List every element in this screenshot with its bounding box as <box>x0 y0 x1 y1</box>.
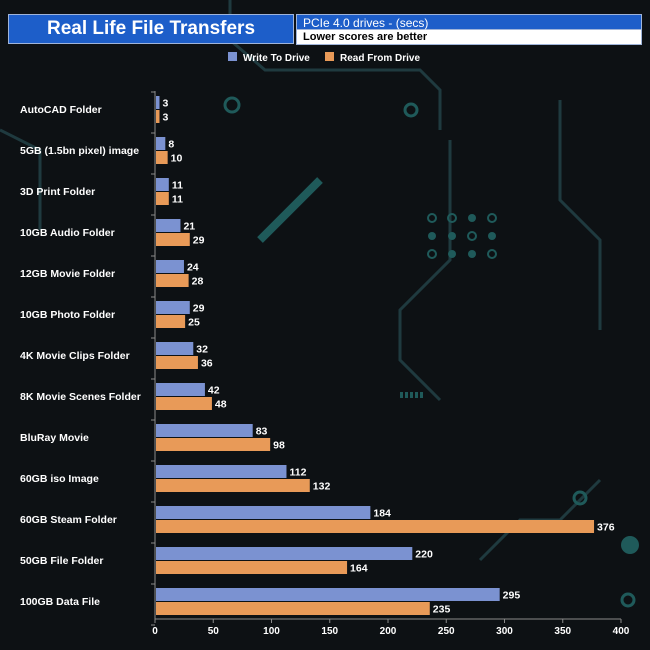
x-tick-label: 400 <box>613 626 630 637</box>
write-value-label: 24 <box>187 262 199 274</box>
category-label: BluRay Movie <box>20 432 89 444</box>
write-bar <box>156 383 205 396</box>
read-bar <box>156 520 595 533</box>
write-value-label: 3 <box>162 98 168 110</box>
legend-label-write: Write To Drive <box>243 53 310 64</box>
read-bar <box>156 479 310 492</box>
write-value-label: 29 <box>193 303 205 315</box>
chart-subtitle: PCIe 4.0 drives - (secs) <box>296 14 642 30</box>
read-bar <box>156 274 189 287</box>
write-value-label: 21 <box>183 221 195 233</box>
x-tick-label: 100 <box>263 626 280 637</box>
read-value-label: 235 <box>433 604 451 616</box>
read-bar <box>156 315 186 328</box>
write-value-label: 8 <box>168 139 174 151</box>
read-bar <box>156 151 168 164</box>
write-bar <box>156 178 169 191</box>
read-value-label: 29 <box>193 235 205 247</box>
write-bar <box>156 588 500 601</box>
write-bar <box>156 424 253 437</box>
score-note: Lower scores are better <box>296 30 642 45</box>
category-label: 5GB (1.5bn pixel) image <box>20 145 139 157</box>
category-label: 50GB File Folder <box>20 555 103 567</box>
write-value-label: 184 <box>373 508 391 520</box>
category-label: 8K Movie Scenes Folder <box>20 391 141 403</box>
x-tick-label: 350 <box>554 626 571 637</box>
write-bar <box>156 506 371 519</box>
read-value-label: 376 <box>597 522 615 534</box>
read-bar <box>156 397 212 410</box>
chart-legend: Write To Drive Read From Drive <box>228 52 420 64</box>
read-bar <box>156 192 169 205</box>
read-bar <box>156 356 198 369</box>
category-label: 10GB Photo Folder <box>20 309 115 321</box>
write-value-label: 32 <box>196 344 208 356</box>
read-bar <box>156 110 160 123</box>
read-value-label: 3 <box>162 112 168 124</box>
chart-bars <box>156 96 595 615</box>
read-value-label: 36 <box>201 358 213 370</box>
read-bar <box>156 233 190 246</box>
read-value-label: 98 <box>273 440 285 452</box>
write-bar <box>156 547 413 560</box>
category-label: AutoCAD Folder <box>20 104 102 116</box>
write-value-label: 42 <box>208 385 220 397</box>
category-label: 100GB Data File <box>20 596 100 608</box>
write-bar <box>156 96 160 109</box>
read-bar <box>156 561 348 574</box>
x-tick-label: 150 <box>321 626 338 637</box>
x-tick-label: 200 <box>380 626 397 637</box>
write-bar <box>156 260 184 273</box>
x-tick-label: 0 <box>152 626 158 637</box>
category-label: 60GB Steam Folder <box>20 514 117 526</box>
write-value-label: 11 <box>172 180 183 192</box>
category-label: 10GB Audio Folder <box>20 227 115 239</box>
read-value-label: 10 <box>171 153 183 165</box>
x-tick-label: 300 <box>496 626 513 637</box>
read-value-label: 164 <box>350 563 368 575</box>
chart-title: Real Life File Transfers <box>8 14 294 44</box>
legend-swatch-write <box>228 52 237 61</box>
category-label: 3D Print Folder <box>20 186 95 198</box>
write-bar <box>156 342 194 355</box>
read-value-label: 25 <box>188 317 200 329</box>
subtitle-box: PCIe 4.0 drives - (secs) Lower scores ar… <box>296 14 642 45</box>
write-value-label: 112 <box>289 467 306 479</box>
legend-label-read: Read From Drive <box>340 53 420 64</box>
x-tick-label: 50 <box>208 626 220 637</box>
read-bar <box>156 438 271 451</box>
write-bar <box>156 137 166 150</box>
write-bar <box>156 219 181 232</box>
write-value-label: 220 <box>415 549 433 561</box>
read-value-label: 11 <box>172 194 183 206</box>
category-label: 60GB iso Image <box>20 473 99 485</box>
write-bar <box>156 301 190 314</box>
legend-swatch-read <box>325 52 334 61</box>
read-value-label: 48 <box>215 399 227 411</box>
chart-axes: 0 50 100 150 200 250 300 350 400 <box>151 91 630 637</box>
write-value-label: 295 <box>503 590 521 602</box>
category-label: 4K Movie Clips Folder <box>20 350 130 362</box>
read-value-label: 28 <box>192 276 204 288</box>
chart-labels: AutoCAD Folder 3 3 5GB (1.5bn pixel) image 8… <box>20 98 615 616</box>
write-bar <box>156 465 287 478</box>
read-value-label: 132 <box>313 481 331 493</box>
category-label: 12GB Movie Folder <box>20 268 115 280</box>
read-bar <box>156 602 430 615</box>
write-value-label: 83 <box>256 426 268 438</box>
x-tick-label: 250 <box>438 626 455 637</box>
